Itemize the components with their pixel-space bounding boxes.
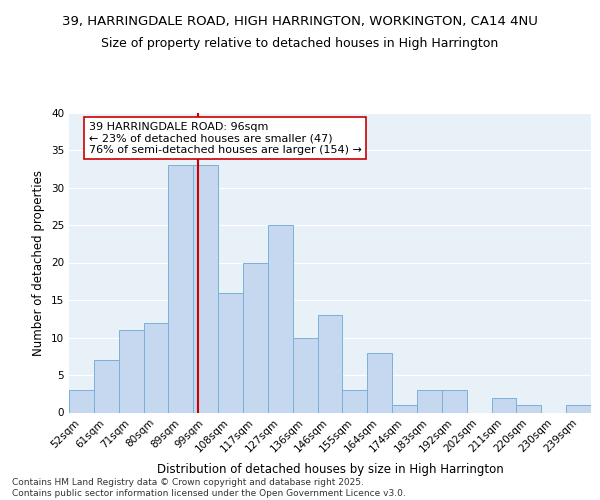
Bar <box>293 338 317 412</box>
Bar <box>119 330 143 412</box>
Bar <box>143 322 169 412</box>
Bar <box>517 405 541 412</box>
Bar <box>417 390 442 412</box>
Y-axis label: Number of detached properties: Number of detached properties <box>32 170 46 356</box>
Bar <box>367 352 392 412</box>
Text: Size of property relative to detached houses in High Harrington: Size of property relative to detached ho… <box>101 38 499 51</box>
Text: 39, HARRINGDALE ROAD, HIGH HARRINGTON, WORKINGTON, CA14 4NU: 39, HARRINGDALE ROAD, HIGH HARRINGTON, W… <box>62 15 538 28</box>
Bar <box>69 390 94 412</box>
Bar <box>343 390 367 412</box>
Bar <box>193 165 218 412</box>
X-axis label: Distribution of detached houses by size in High Harrington: Distribution of detached houses by size … <box>157 462 503 475</box>
Bar <box>491 398 517 412</box>
Bar <box>317 315 343 412</box>
Bar <box>268 225 293 412</box>
Bar <box>566 405 591 412</box>
Bar <box>243 262 268 412</box>
Bar <box>392 405 417 412</box>
Text: 39 HARRINGDALE ROAD: 96sqm
← 23% of detached houses are smaller (47)
76% of semi: 39 HARRINGDALE ROAD: 96sqm ← 23% of deta… <box>89 122 362 154</box>
Bar <box>218 292 243 412</box>
Bar <box>94 360 119 412</box>
Bar <box>169 165 193 412</box>
Bar <box>442 390 467 412</box>
Text: Contains HM Land Registry data © Crown copyright and database right 2025.
Contai: Contains HM Land Registry data © Crown c… <box>12 478 406 498</box>
